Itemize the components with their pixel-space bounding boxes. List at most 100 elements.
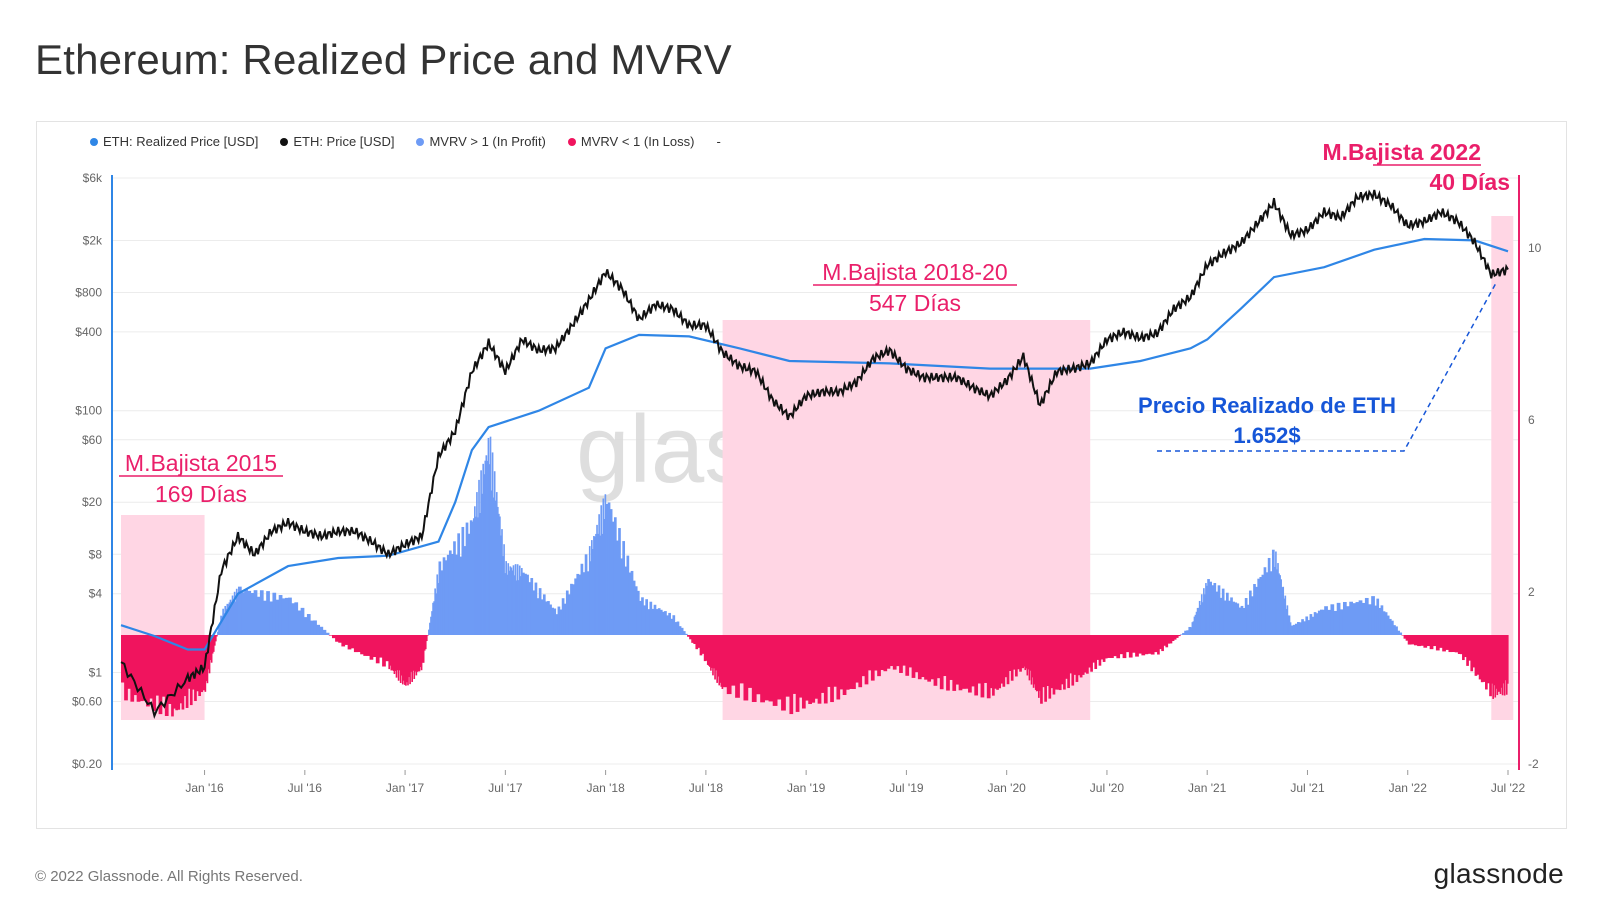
mvrv-profit-bar [643,605,646,635]
mvrv-loss-bar [1075,635,1079,682]
mvrv-profit-bar [1217,585,1221,635]
mvrv-profit-bar [446,554,450,635]
mvrv-loss-bar [1038,635,1040,698]
mvrv-loss-bar [167,635,172,704]
mvrv-loss-bar [1163,635,1167,646]
mvrv-loss-bar [1448,635,1453,653]
mvrv-loss-bar [425,635,428,642]
legend-item-realized-price[interactable]: ETH: Realized Price [USD] [90,134,258,149]
mvrv-loss-bar [388,635,391,670]
mvrv-profit-bar [1339,609,1344,635]
mvrv-profit-bar [1299,622,1302,635]
mvrv-loss-bar [1042,635,1045,688]
annotation-bear-2015: M.Bajista 2015 169 Días [119,450,283,507]
mvrv-profit-bar [250,592,255,635]
mvrv-loss-bar [870,635,875,681]
mvrv-profit-bar [549,604,552,635]
mvrv-loss-bar [414,635,417,672]
mvrv-loss-bar [836,635,841,700]
mvrv-profit-bar [237,586,242,635]
y-tick-label: $800 [75,286,102,300]
mvrv-loss-bar [1086,635,1089,674]
mvrv-loss-bar [908,635,913,668]
legend-item-extra[interactable]: - [716,134,720,149]
mvrv-profit-bar [219,623,221,635]
mvrv-profit-bar [448,550,452,635]
y-tick-label: $0.60 [72,695,102,709]
mvrv-profit-bar [1226,592,1229,635]
mvrv-profit-bar [1196,607,1199,635]
mvrv-profit-bar [515,580,518,635]
mvrv-profit-bar [1234,602,1238,635]
mvrv-loss-bar [842,635,847,696]
mvrv-profit-bar [1346,606,1350,635]
mvrv-loss-bar [1496,635,1499,696]
mvrv-profit-bar [465,522,469,635]
mvrv-profit-bar [485,455,488,635]
mvrv-loss-bar [1004,635,1008,678]
annotation-realized-price: Precio Realizado de ETH 1.652$ [1138,282,1497,452]
mvrv-loss-bar [701,635,705,654]
mvrv-loss-bar [202,635,206,691]
mvrv-loss-bar [1083,635,1087,673]
mvrv-loss-bar [350,635,355,649]
mvrv-loss-bar [158,635,163,715]
mvrv-loss-bar [911,635,916,678]
mvrv-loss-bar [360,635,364,655]
mvrv-loss-bar [385,635,389,662]
mvrv-loss-bar [375,635,380,664]
mvrv-profit-bar [518,565,521,635]
mvrv-profit-bar [231,595,234,635]
mvrv-profit-bar [551,607,554,635]
mvrv-profit-bar [553,608,557,635]
mvrv-profit-bar [494,500,497,635]
mvrv-profit-bar [1193,616,1196,635]
mvrv-loss-bar [1173,635,1177,640]
mvrv-profit-bar [586,571,590,635]
mvrv-loss-bar [1491,635,1493,684]
copyright: © 2022 Glassnode. All Rights Reserved. [35,868,303,885]
mvrv-profit-bar [590,540,593,635]
mvrv-loss-bar [781,635,786,711]
legend-item-mvrv-profit[interactable]: MVRV > 1 (In Profit) [416,134,546,149]
mvrv-loss-bar [1466,635,1469,666]
mvrv-loss-bar [410,635,412,672]
mvrv-loss-bar [328,635,333,636]
mvrv-profit-bar [1259,577,1263,635]
mvrv-loss-bar [1405,635,1409,641]
legend-item-price[interactable]: ETH: Price [USD] [280,134,394,149]
mvrv-loss-bar [974,635,979,696]
mvrv-profit-bar [483,474,486,635]
mvrv-profit-bar [613,517,617,635]
y-tick-label: $6k [83,171,103,185]
mvrv-profit-bar [457,533,460,635]
mvrv-loss-bar [880,635,885,671]
mvrv-profit-bar [432,602,434,635]
mvrv-loss-bar [992,635,995,696]
mvrv-loss-bar [1432,635,1437,647]
mvrv-profit-bar [670,618,674,635]
mvrv-loss-bar [952,635,957,691]
mvrv-loss-bar [1031,635,1034,678]
mvrv-loss-bar [942,635,947,677]
mvrv-loss-bar [213,635,216,646]
mvrv-profit-bar [674,622,678,635]
mvrv-profit-bar [1317,610,1321,635]
brand-logo[interactable]: glassnode [1433,858,1564,889]
mvrv-profit-bar [506,574,509,635]
mvrv-loss-bar [1048,635,1052,699]
x-tick-label: Jul '21 [1290,781,1325,795]
mvrv-profit-bar [482,463,485,635]
legend-item-mvrv-loss[interactable]: MVRV < 1 (In Loss) [567,134,694,149]
mvrv-loss-bar [939,635,944,690]
mvrv-loss-bar [331,635,336,639]
mvrv-profit-bar [561,598,565,635]
mvrv-loss-bar [751,635,757,703]
mvrv-profit-bar [634,586,638,635]
mvrv-loss-bar [1029,635,1032,671]
mvrv-profit-bar [1303,621,1306,635]
mvrv-loss-bar [192,635,195,690]
mvrv-profit-bar [1397,630,1400,635]
mvrv-loss-bar [394,635,397,671]
mvrv-loss-bar [1132,635,1136,653]
